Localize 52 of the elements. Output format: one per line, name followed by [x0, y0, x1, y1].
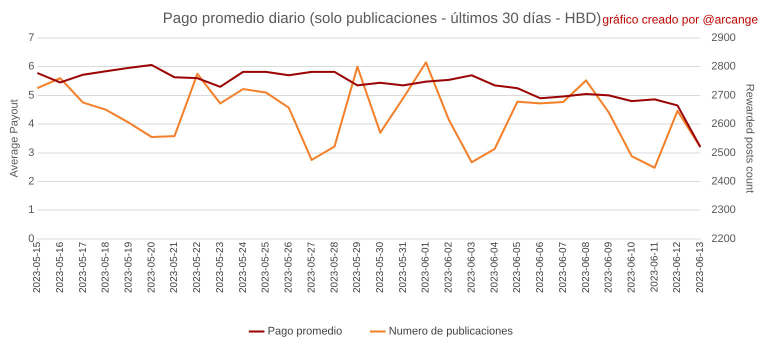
y2-tick-label: 2600	[711, 118, 736, 130]
x-tick-label: 2023-06-02	[444, 241, 455, 294]
x-tick-label: 2023-06-03	[466, 241, 478, 294]
x-tick-label: 2023-05-19	[124, 241, 135, 294]
y-tick-label: 1	[28, 204, 34, 216]
x-tick-label: 2023-06-10	[626, 241, 638, 294]
y2-tick-label: 2300	[711, 204, 736, 216]
y2-tick-label: 2700	[711, 89, 736, 102]
y-axis-title: Average Payout	[8, 99, 21, 178]
y2-tick-label: 2900	[711, 32, 736, 44]
x-tick-label: 2023-06-11	[649, 241, 660, 292]
x-tick-label: 2023-06-08	[580, 241, 592, 294]
x-tick-label: 2023-05-26	[284, 241, 295, 294]
x-tick-label: 2023-06-09	[604, 241, 615, 294]
x-tick-label: 2023-05-22	[192, 241, 204, 294]
x-tick-label: 2023-05-31	[398, 241, 409, 294]
x-tick-label: 2023-06-07	[558, 241, 569, 294]
y2-tick-label: 2200	[711, 232, 736, 245]
x-tick-label: 2023-06-04	[489, 241, 500, 294]
y2-tick-label: 2800	[711, 60, 736, 73]
x-tick-label: 2023-05-21	[169, 241, 180, 294]
text: gráfico creado por @arcange	[602, 12, 758, 26]
x-tick-label: 2023-06-13	[695, 241, 706, 294]
x-tick-label: 2023-05-29	[352, 241, 364, 294]
x-tick-label: 2023-05-28	[329, 241, 340, 294]
y2-tick-label: 2500	[711, 146, 736, 159]
y2-tick-label: 2400	[711, 175, 736, 188]
x-tick-label: 2023-05-17	[78, 241, 89, 294]
chart-title: Pago promedio diario (solo publicaciones - últimos 30 días - HBD)	[162, 10, 602, 28]
y-tick-label: 3	[28, 146, 34, 159]
x-tick-label: 2023-05-15	[32, 241, 44, 294]
x-tick-label: 2023-05-23	[214, 241, 226, 294]
y-tick-label: 6	[28, 60, 34, 73]
x-tick-label: 2023-06-12	[672, 241, 684, 294]
x-tick-label: 2023-05-18	[100, 241, 112, 294]
x-tick-label: 2023-05-27	[306, 241, 318, 294]
y-tick-label: 2	[28, 175, 34, 188]
x-tick-label: 2023-05-25	[260, 241, 272, 294]
x-tick-label: 2023-06-01	[420, 241, 432, 294]
y-tick-label: 7	[28, 32, 34, 44]
x-tick-label: 2023-05-20	[146, 241, 158, 294]
x-tick-label: 2023-05-30	[375, 241, 386, 294]
y-tick-label: 4	[28, 118, 34, 130]
x-tick-label: 2023-06-05	[512, 241, 524, 294]
x-tick-label: 2023-06-06	[535, 241, 546, 294]
legend-label: Pago promedio	[268, 326, 342, 338]
y-tick-label: 0	[28, 232, 34, 245]
legend-label: Numero de publicaciones	[388, 326, 514, 338]
y2-axis-title: Rewarded posts count	[743, 84, 756, 194]
x-tick-label: 2023-05-16	[54, 241, 66, 294]
y-tick-label: 5	[28, 89, 34, 102]
x-tick-label: 2023-05-24	[238, 241, 249, 294]
